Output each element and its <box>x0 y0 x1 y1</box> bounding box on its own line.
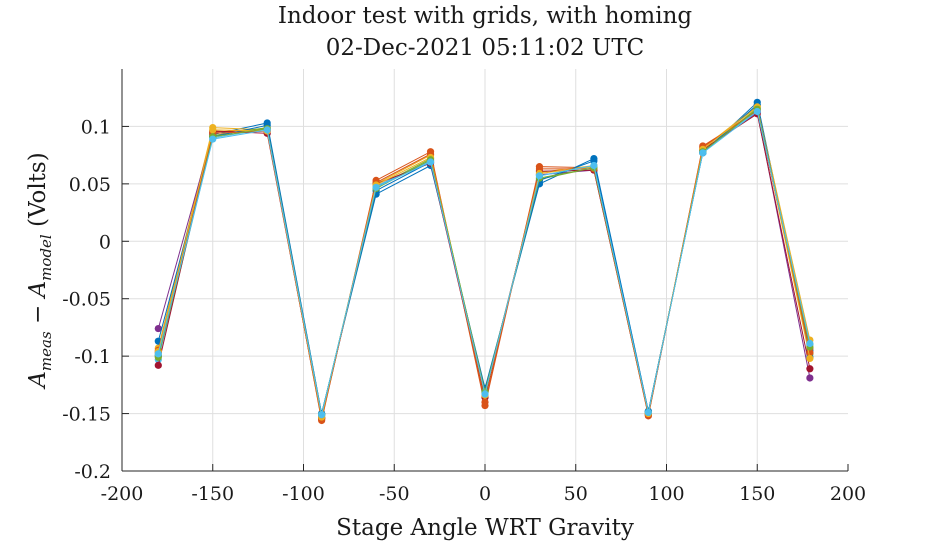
data-point <box>318 411 326 419</box>
y-label-sub2: model <box>37 234 55 281</box>
series-8 <box>154 101 814 418</box>
series-line <box>157 110 811 421</box>
data-point <box>806 365 814 373</box>
y-label-units: (Volts) <box>25 152 51 234</box>
data-point <box>806 354 814 363</box>
x-tick-label: 50 <box>564 483 588 505</box>
y-tick-label: -0.2 <box>74 461 111 483</box>
y-label-a1: A <box>25 371 51 390</box>
y-label-a2: A <box>25 281 51 300</box>
x-tick-label: 0 <box>479 483 491 505</box>
series-line <box>157 106 811 418</box>
data-point <box>535 172 544 180</box>
y-tick-label: -0.15 <box>62 404 111 426</box>
series-6 <box>154 106 814 420</box>
series-7 <box>154 110 814 422</box>
x-tick-label: 150 <box>739 483 775 505</box>
series-line <box>157 109 811 417</box>
data-point <box>154 361 162 369</box>
data-point <box>753 107 761 116</box>
series-9 <box>154 106 814 423</box>
series-10 <box>154 103 814 421</box>
tick-labels: -200 -150 -100 -50 0 50 100 150 200 -0.2 -0.15 -0.1… <box>62 116 866 505</box>
series-line <box>157 103 811 414</box>
x-tick-label: -150 <box>191 483 234 505</box>
data-point <box>263 126 271 134</box>
series-line <box>157 107 811 415</box>
series-line <box>157 111 811 419</box>
x-axis-label: Stage Angle WRT Gravity <box>336 515 634 541</box>
series-line <box>157 112 811 419</box>
axes <box>121 69 849 472</box>
y-tick-label: 0.1 <box>81 116 111 138</box>
series-line <box>157 101 811 414</box>
data-point <box>699 149 707 157</box>
series-4 <box>154 109 814 422</box>
y-label-sub1: meas <box>37 331 55 371</box>
data-point <box>372 183 380 191</box>
series-line <box>157 108 811 415</box>
x-tick-label: -100 <box>282 483 325 505</box>
y-tick-label: 0.05 <box>69 174 111 196</box>
series-1 <box>154 98 814 418</box>
series-line <box>157 110 811 415</box>
data-point <box>806 339 814 348</box>
x-tick-label: -50 <box>379 483 410 505</box>
series-line <box>157 104 811 417</box>
grid <box>122 69 848 471</box>
series-12 <box>154 107 814 419</box>
x-tick-label: 200 <box>830 483 866 505</box>
data-point <box>590 161 598 170</box>
chart-title: Indoor test with grids, with homing <box>278 3 693 29</box>
data-point <box>426 158 435 166</box>
x-tick-label: 100 <box>648 483 684 505</box>
data-point <box>154 324 162 333</box>
y-tick-label: -0.1 <box>74 346 111 368</box>
data-point <box>806 374 814 382</box>
plot-series <box>154 98 814 425</box>
data-point <box>481 398 489 406</box>
y-axis-label: Ameas − Amodel (Volts) <box>25 152 55 389</box>
x-tick-label: -200 <box>101 483 144 505</box>
series-3 <box>154 102 814 420</box>
y-tick-label: -0.05 <box>62 289 111 311</box>
series-2 <box>154 107 814 425</box>
data-point <box>209 126 217 134</box>
series-11 <box>154 105 814 419</box>
data-point <box>154 350 162 358</box>
y-label-operator: − <box>25 297 51 331</box>
y-tick-label: 0 <box>99 231 111 253</box>
data-point <box>481 390 489 398</box>
series-line <box>157 109 811 420</box>
chart-subtitle: 02-Dec-2021 05:11:02 UTC <box>326 35 645 61</box>
data-point <box>644 408 652 417</box>
series-5 <box>154 104 814 419</box>
data-point <box>209 135 217 143</box>
